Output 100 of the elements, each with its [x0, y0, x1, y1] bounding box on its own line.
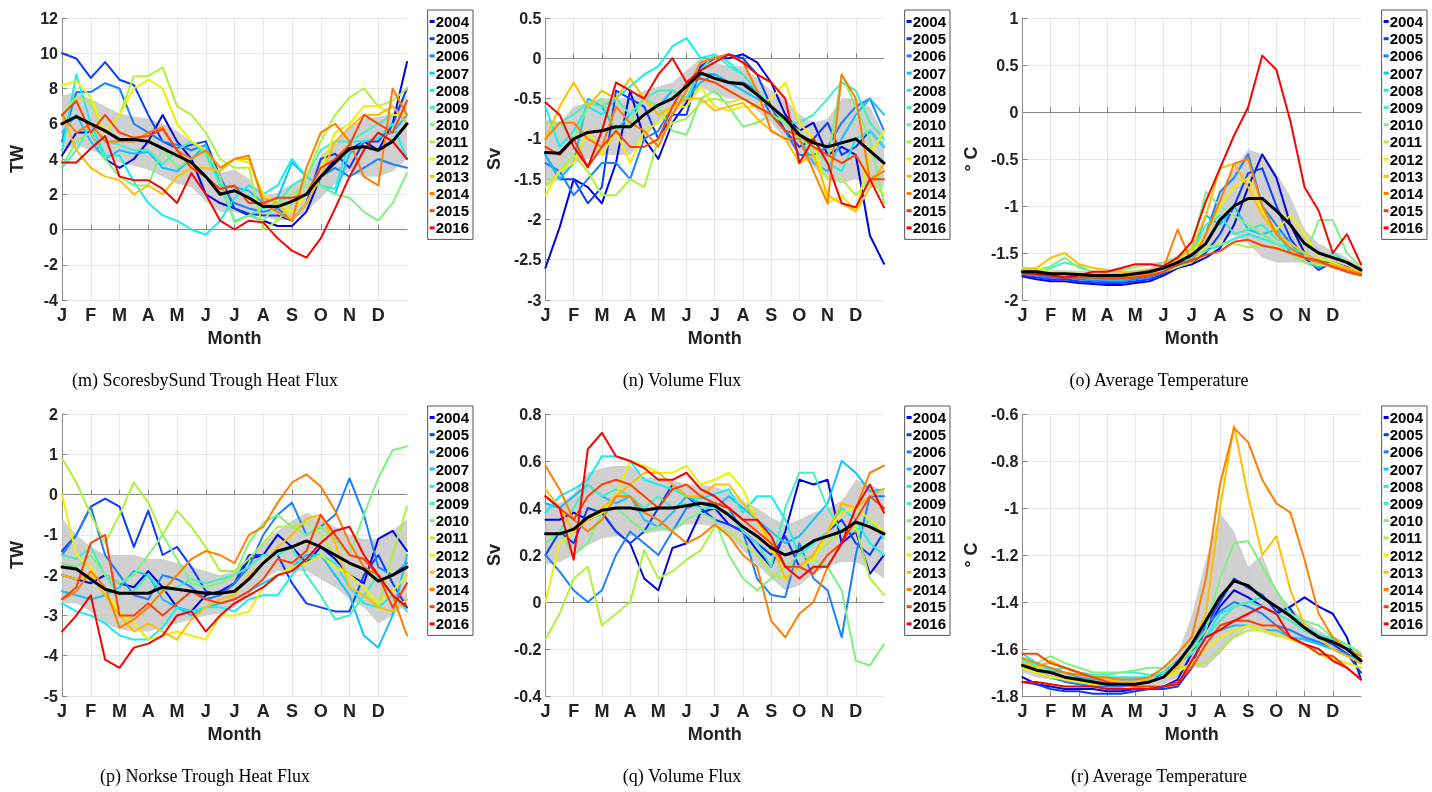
legend-label: 2007: [912, 64, 947, 82]
legend-label: 2013: [1389, 167, 1424, 185]
legend-label: 2012: [912, 150, 947, 168]
x-tick-label: M: [1071, 305, 1087, 325]
legend-label: 2005: [912, 426, 947, 444]
x-axis-title: Month: [687, 723, 742, 744]
legend-label: 2014: [1389, 581, 1424, 598]
y-tick-label: 10: [40, 44, 59, 62]
x-tick-label: S: [285, 701, 299, 721]
x-tick-label: J: [200, 305, 211, 325]
legend-label: 2009: [1389, 99, 1424, 116]
y-tick-label: 0.8: [519, 405, 542, 423]
legend-label: 2005: [1389, 426, 1424, 444]
legend-label: 2014: [912, 185, 947, 202]
line-series: [61, 497, 408, 613]
y-tick-label: -0.5: [513, 90, 542, 108]
line-series: [60, 539, 409, 595]
y-axis-title: Sv: [484, 543, 504, 567]
x-tick-label: N: [343, 701, 356, 721]
legend-label: 2010: [435, 116, 470, 134]
x-tick-label: A: [1100, 701, 1114, 721]
text: (o) Average Temperature: [1069, 370, 1249, 391]
legend-label: 2009: [435, 99, 470, 116]
legend-label: 2009: [1389, 495, 1424, 512]
legend-label: 2015: [435, 202, 470, 220]
y-tick-label: -0.6: [990, 405, 1019, 423]
x-tick-label: N: [1298, 305, 1312, 325]
x-tick-label: D: [849, 701, 863, 721]
y-tick-label: -4: [43, 647, 59, 665]
text: (r) Average Temperature: [1071, 766, 1247, 787]
legend-label: 2007: [1389, 460, 1424, 478]
line-series: [543, 501, 886, 557]
x-tick-label: O: [1269, 305, 1284, 325]
legend-label: 2007: [435, 64, 470, 82]
legend-label: 2005: [912, 30, 947, 48]
legend-label: 2016: [1389, 219, 1424, 237]
x-axis-title: Month: [1164, 723, 1219, 744]
x-tick-label: M: [594, 305, 610, 325]
legend-label: 2011: [435, 133, 469, 151]
y-tick-label: -3: [527, 291, 542, 309]
x-tick-label: S: [1242, 701, 1255, 721]
legend-label: 2013: [435, 167, 470, 185]
x-tick-label: S: [285, 305, 299, 325]
y-tick-label: -1.6: [990, 640, 1019, 658]
line-series: [61, 525, 408, 669]
x-tick-label: A: [1213, 701, 1227, 721]
legend-label: 2008: [912, 81, 947, 99]
legend-label: 2010: [912, 512, 947, 530]
legend-label: 2011: [1389, 529, 1423, 547]
x-axis-title: Month: [207, 327, 262, 348]
legend-label: 2011: [912, 133, 946, 151]
x-tick-label: D: [371, 701, 385, 721]
x-tick-label: J: [56, 305, 68, 325]
y-tick-label: -1.2: [990, 546, 1019, 564]
x-tick-label: F: [85, 701, 97, 721]
line-series: [61, 477, 408, 601]
y-tick-label: 0: [49, 486, 59, 504]
y-tick-label: 1: [49, 445, 59, 463]
x-tick-label: O: [313, 701, 328, 721]
legend-label: 2008: [1389, 477, 1424, 495]
y-tick-label: -2: [527, 210, 542, 228]
y-tick-label: -0.4: [513, 687, 542, 705]
legend-label: 2004: [435, 13, 470, 30]
y-tick-label: -2: [43, 256, 59, 274]
y-tick-label: 6: [49, 115, 59, 133]
legend-label: 2015: [1389, 598, 1424, 616]
y-tick-label: -1: [1004, 499, 1019, 517]
y-axis-title: TW: [7, 145, 27, 173]
x-tick-label: J: [229, 701, 240, 721]
legend-label: 2014: [435, 185, 470, 202]
x-tick-label: S: [1242, 305, 1255, 325]
y-tick-label: 2: [49, 185, 59, 203]
legend-label: 2006: [435, 443, 470, 461]
x-tick-label: D: [1326, 305, 1340, 325]
legend-label: 2015: [435, 598, 470, 616]
y-tick-label: -1: [43, 526, 59, 544]
y-tick-label: -1: [1004, 197, 1019, 215]
legend-label: 2014: [435, 581, 470, 598]
x-tick-label: J: [681, 701, 692, 721]
x-tick-label: M: [1127, 701, 1143, 721]
x-tick-label: D: [1326, 701, 1340, 721]
legend-label: 2012: [435, 546, 470, 564]
y-tick-label: 0: [532, 49, 542, 67]
x-tick-label: J: [1017, 305, 1028, 325]
x-tick-label: A: [736, 305, 750, 325]
legend-label: 2009: [912, 495, 947, 512]
legend-label: 2006: [1389, 47, 1424, 65]
x-tick-label: J: [709, 305, 720, 325]
line-series: [61, 457, 408, 609]
y-tick-label: -1.5: [990, 244, 1019, 262]
y-axis-title: ° C: [961, 146, 981, 172]
y-tick-label: -1: [527, 130, 542, 148]
legend-label: 2010: [1389, 512, 1424, 530]
x-tick-label: J: [709, 701, 720, 721]
x-tick-label: J: [1186, 701, 1197, 721]
text: (n) Volume Flux: [622, 370, 742, 391]
x-tick-label: A: [256, 701, 270, 721]
x-tick-label: A: [141, 305, 155, 325]
y-axis-title: TW: [7, 541, 27, 569]
legend-label: 2008: [435, 477, 470, 495]
